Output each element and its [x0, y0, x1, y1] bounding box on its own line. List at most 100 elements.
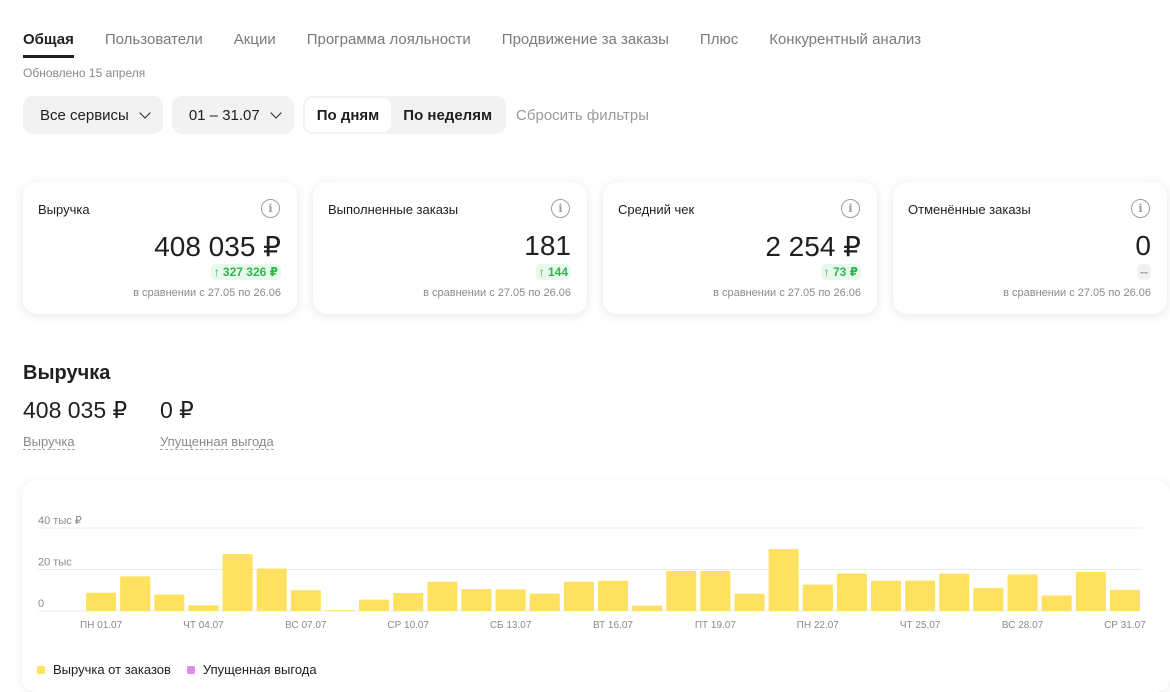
revenue-bar[interactable] — [120, 576, 151, 611]
lost-profit-metric-toggle[interactable]: Упущенная выгода — [160, 434, 274, 450]
lost-profit-value: 0 ₽ — [160, 397, 194, 423]
revenue-bar[interactable] — [86, 592, 117, 611]
section-title: Выручка — [23, 362, 111, 384]
revenue-bar[interactable] — [734, 593, 765, 611]
service-select[interactable]: Все сервисы — [23, 96, 163, 134]
granularity-toggle: По дням По неделям — [302, 96, 507, 134]
y-tick-label: 0 — [38, 598, 44, 610]
reset-filters-link[interactable]: Сбросить фильтры — [516, 106, 649, 124]
revenue-bar[interactable] — [1041, 595, 1072, 611]
revenue-bar[interactable] — [700, 570, 731, 611]
y-tick-label: 20 тыс — [38, 557, 72, 569]
x-tick-label: ВС 07.07 — [285, 620, 327, 631]
compare-period: в сравнении с 27.05 по 26.06 — [1003, 287, 1151, 299]
revenue-bar[interactable] — [1075, 571, 1106, 611]
x-tick-label: СБ 13.07 — [490, 620, 532, 631]
filter-bar: Все сервисы 01 – 31.07 По дням По неделя… — [23, 96, 649, 134]
card-title: Средний чек — [618, 202, 695, 217]
by-days-button[interactable]: По дням — [304, 98, 392, 132]
revenue-bar[interactable] — [1007, 574, 1038, 611]
revenue-bar[interactable] — [188, 605, 219, 611]
revenue-bar[interactable] — [495, 589, 526, 611]
revenue-bar[interactable] — [1109, 589, 1140, 611]
card-value: 181 — [524, 230, 571, 261]
revenue-bar[interactable] — [359, 599, 390, 611]
revenue-bar[interactable] — [222, 553, 253, 611]
period-select-value: 01 – 31.07 — [188, 106, 260, 124]
x-tick-label: ВТ 16.07 — [593, 620, 633, 631]
revenue-bar[interactable] — [768, 548, 799, 611]
x-tick-label: ПТ 19.07 — [695, 620, 737, 631]
x-tick-label: СР 31.07 — [1104, 620, 1146, 631]
revenue-bar[interactable] — [836, 573, 867, 611]
revenue-bar[interactable] — [939, 573, 970, 611]
period-select[interactable]: 01 – 31.07 — [171, 96, 294, 134]
legend-swatch — [186, 665, 195, 674]
delta-badge: ↑ 73 ₽ — [820, 264, 861, 280]
revenue-bar[interactable] — [529, 593, 560, 611]
x-tick-label: СР 10.07 — [387, 620, 429, 631]
revenue-bar[interactable] — [871, 580, 902, 611]
legend-item-orders[interactable]: Выручка от заказов — [37, 662, 171, 677]
revenue-bar[interactable] — [905, 580, 936, 611]
delta-badge: -- — [1137, 264, 1151, 280]
revenue-bar[interactable] — [427, 581, 458, 611]
updated-date: Обновлено 15 апреля — [23, 66, 146, 80]
revenue-bar[interactable] — [154, 594, 185, 611]
compare-period: в сравнении с 27.05 по 26.06 — [713, 287, 861, 299]
legend-label: Выручка от заказов — [53, 662, 171, 677]
revenue-bar[interactable] — [324, 610, 355, 611]
x-tick-label: ПН 01.07 — [80, 620, 123, 631]
delta-badge: ↑ 327 326 ₽ — [210, 264, 281, 280]
revenue-metric-toggle[interactable]: Выручка — [23, 434, 75, 450]
tab-competitive-analysis[interactable]: Конкурентный анализ — [769, 31, 922, 48]
y-tick-label: 40 тыс ₽ — [38, 515, 82, 527]
kpi-card-completed-orders: Выполненные заказы i 181 ↑ 144 в сравнен… — [313, 182, 587, 314]
info-icon[interactable]: i — [841, 199, 860, 218]
delta-badge: ↑ 144 — [535, 264, 571, 280]
kpi-card-revenue: Выручка i 408 035 ₽ ↑ 327 326 ₽ в сравне… — [23, 182, 297, 314]
revenue-bar[interactable] — [597, 580, 629, 611]
chart-legend: Выручка от заказов Упущенная выгода — [37, 662, 317, 677]
tab-general[interactable]: Общая — [23, 31, 74, 58]
x-tick-label: ЧТ 25.07 — [900, 620, 941, 631]
x-tick-label: ВС 28.07 — [1002, 620, 1044, 631]
revenue-bar[interactable] — [393, 592, 424, 611]
card-title: Отменённые заказы — [908, 202, 1031, 217]
card-value: 408 035 ₽ — [154, 231, 281, 262]
info-icon[interactable]: i — [261, 199, 280, 218]
revenue-chart-panel: 0 20 тыс 40 тыс ₽ ПН 01.07 ЧТ 04.07 ВС 07.07 С… — [22, 480, 1170, 692]
revenue-bar[interactable] — [632, 605, 663, 611]
legend-item-lost-profit[interactable]: Упущенная выгода — [186, 662, 317, 677]
legend-label: Упущенная выгода — [202, 662, 317, 677]
revenue-bar[interactable] — [802, 584, 833, 611]
revenue-bar[interactable] — [256, 568, 287, 611]
revenue-bar[interactable] — [666, 570, 697, 611]
x-tick-label: ЧТ 04.07 — [183, 620, 224, 631]
card-title: Выполненные заказы — [328, 202, 459, 217]
tab-bar: Общая Пользователи Акции Программа лояль… — [23, 31, 921, 58]
legend-swatch — [37, 665, 45, 674]
tab-plus[interactable]: Плюс — [699, 31, 739, 48]
chevron-down-icon — [139, 107, 151, 119]
tab-loyalty-program[interactable]: Программа лояльности — [306, 31, 471, 48]
revenue-bar[interactable] — [973, 588, 1004, 611]
revenue-total-value: 408 035 ₽ — [23, 397, 128, 423]
tab-users[interactable]: Пользователи — [104, 31, 203, 48]
by-weeks-button[interactable]: По неделям — [403, 106, 493, 124]
revenue-bar[interactable] — [461, 589, 492, 611]
card-value: 0 — [1135, 230, 1151, 261]
card-title: Выручка — [38, 202, 90, 217]
chevron-down-icon — [270, 107, 282, 119]
x-tick-label: ПН 22.07 — [797, 620, 840, 631]
info-icon[interactable]: i — [1131, 199, 1150, 218]
card-value: 2 254 ₽ — [765, 231, 861, 262]
tab-promotions[interactable]: Акции — [233, 31, 276, 48]
tab-order-promotion[interactable]: Продвижение за заказы — [501, 31, 669, 48]
revenue-bar-chart: 0 20 тыс 40 тыс ₽ ПН 01.07 ЧТ 04.07 ВС 07.07 С… — [38, 515, 1146, 631]
kpi-card-cancelled-orders: Отменённые заказы i 0 -- в сравнении с 2… — [893, 182, 1167, 314]
revenue-bar[interactable] — [290, 590, 321, 611]
compare-period: в сравнении с 27.05 по 26.06 — [133, 287, 281, 299]
revenue-bar[interactable] — [563, 581, 594, 611]
info-icon[interactable]: i — [551, 199, 570, 218]
